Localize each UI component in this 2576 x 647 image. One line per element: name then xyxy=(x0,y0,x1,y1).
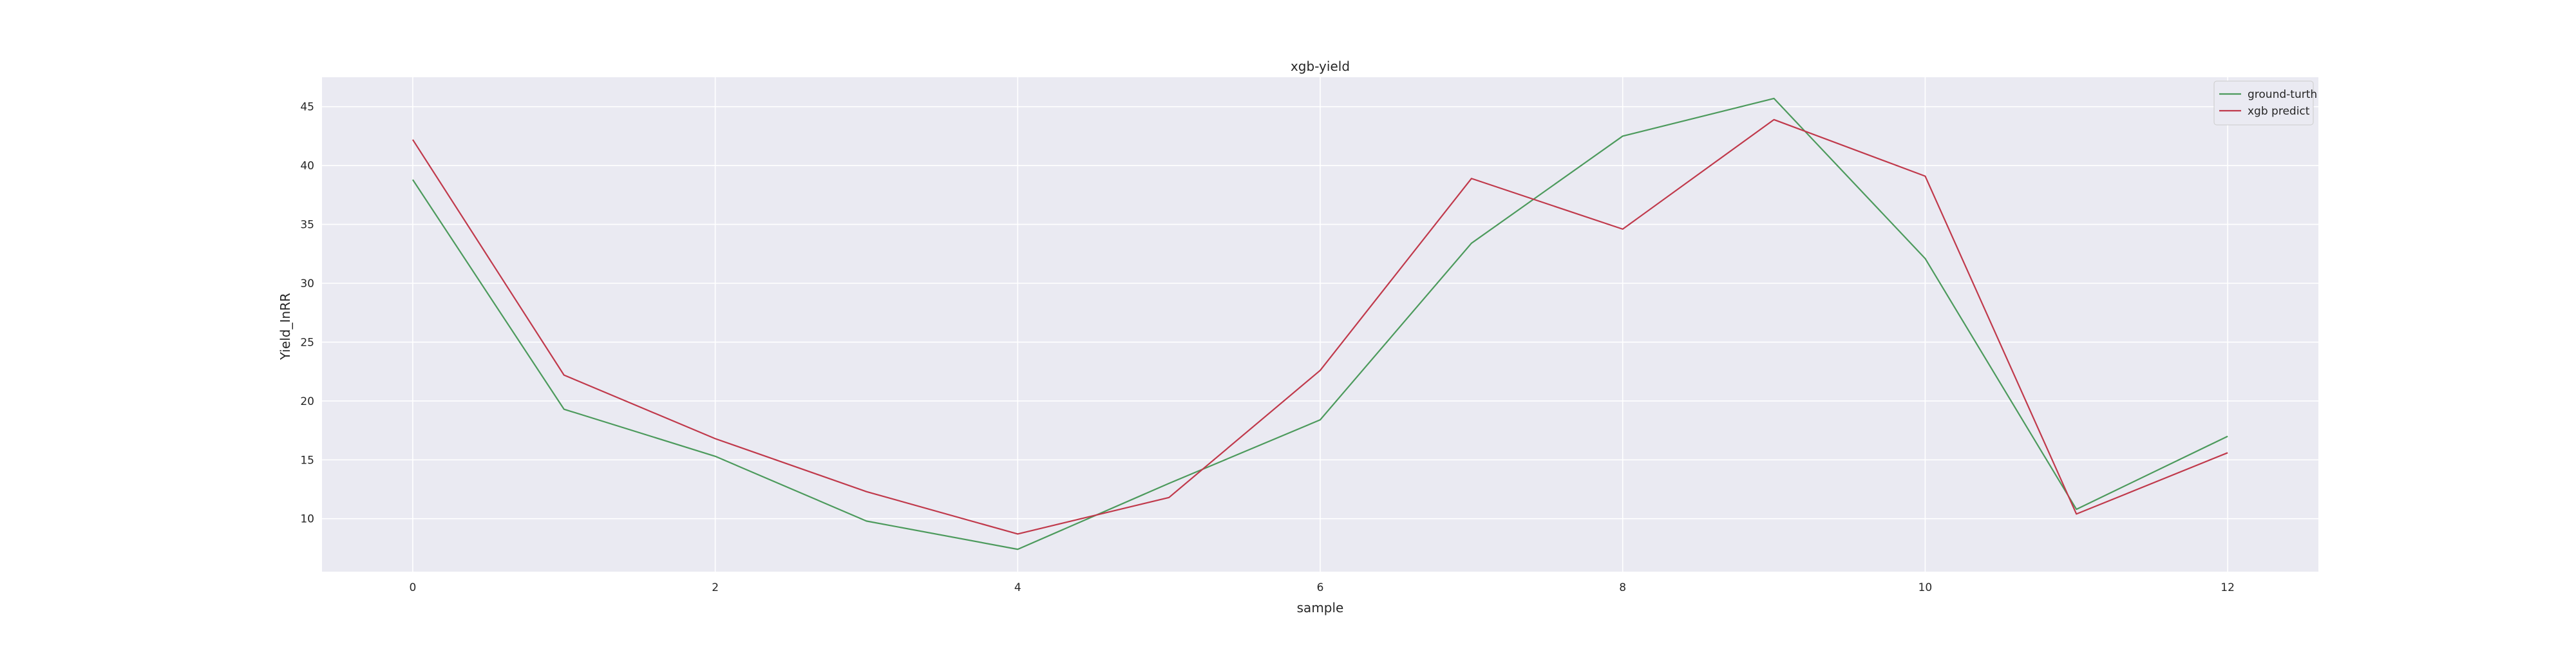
y-axis-label: Yield_InRR xyxy=(278,293,293,361)
legend-label: ground-turth xyxy=(2248,88,2317,101)
y-tick-label: 45 xyxy=(300,101,314,114)
y-tick-label: 25 xyxy=(300,336,314,349)
x-tick-label: 4 xyxy=(1014,581,1021,594)
x-tick-label: 8 xyxy=(1619,581,1626,594)
legend-label: xgb predict xyxy=(2248,105,2310,118)
x-tick-label: 2 xyxy=(712,581,719,594)
series-line xyxy=(412,118,2228,535)
series-lines xyxy=(412,97,2228,550)
x-tick-label: 0 xyxy=(409,581,416,594)
chart-title: xgb-yield xyxy=(1291,59,1350,74)
legend: ground-turth xgb predict xyxy=(2213,80,2317,126)
x-tick-label: 6 xyxy=(1317,581,1324,594)
axis-ticks: 0 2 4 6 8 10 12 10 15 20 25 30 35 40 45 xyxy=(300,101,2235,594)
grid xyxy=(322,77,2318,572)
series-line xyxy=(412,97,2228,550)
y-tick-label: 10 xyxy=(300,513,314,526)
y-tick-label: 30 xyxy=(300,277,314,290)
x-axis-label: sample xyxy=(1297,600,1344,615)
y-tick-label: 40 xyxy=(300,160,314,173)
x-tick-label: 12 xyxy=(2221,581,2235,594)
x-tick-label: 10 xyxy=(1918,581,1933,594)
y-tick-label: 20 xyxy=(300,395,314,408)
legend-box xyxy=(2213,80,2314,126)
y-tick-label: 35 xyxy=(300,219,314,232)
y-tick-label: 15 xyxy=(300,454,314,467)
